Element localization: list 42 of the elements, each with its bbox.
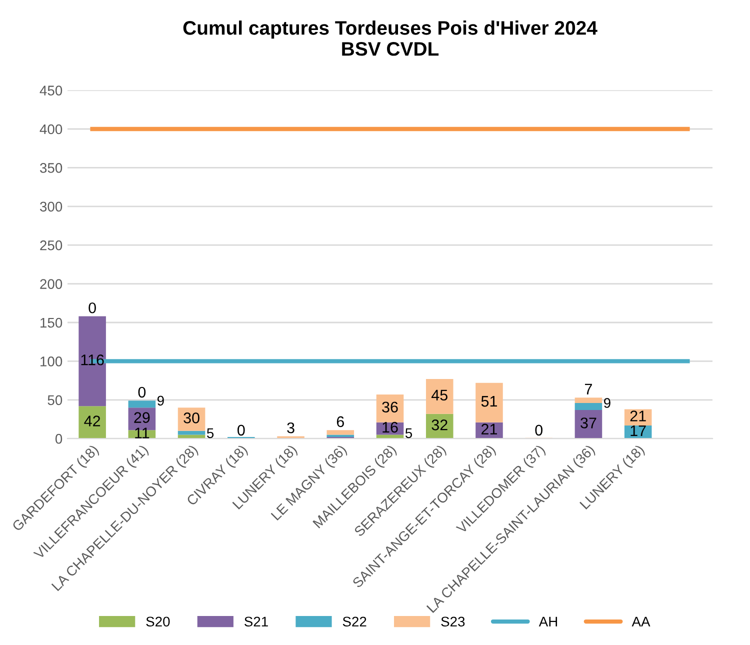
data-label: 3 bbox=[287, 422, 294, 434]
data-label: 21 bbox=[482, 424, 497, 434]
data-label: 9 bbox=[157, 396, 164, 406]
data-label: 45 bbox=[431, 390, 448, 401]
data-label: 0 bbox=[88, 302, 96, 314]
data-label: 5 bbox=[206, 428, 214, 438]
data-label: 17 bbox=[630, 425, 646, 436]
y-tick-label: 450 bbox=[40, 86, 62, 96]
y-tick-label: 400 bbox=[40, 124, 62, 134]
data-label: 0 bbox=[535, 424, 542, 436]
data-label: 9 bbox=[604, 398, 610, 408]
legend-label: AH bbox=[538, 616, 558, 626]
chart-title: Cumul captures Tordeuses Pois d'Hiver 2024 BSV CVDL bbox=[183, 20, 598, 56]
y-tick-label: 250 bbox=[40, 240, 62, 250]
data-label: 0 bbox=[238, 424, 245, 436]
data-label: 36 bbox=[382, 402, 398, 413]
data-label: 30 bbox=[184, 412, 200, 424]
data-label: 0 bbox=[138, 386, 146, 398]
data-label: 29 bbox=[134, 412, 150, 423]
y-tick-label: 350 bbox=[40, 163, 62, 173]
data-label: 32 bbox=[432, 420, 448, 430]
legend-label: S20 bbox=[146, 616, 170, 627]
y-tick-label: 100 bbox=[40, 356, 62, 366]
data-label: 6 bbox=[336, 416, 344, 428]
data-label: 21 bbox=[630, 410, 646, 422]
data-label: 7 bbox=[584, 384, 592, 394]
y-tick-label: 50 bbox=[48, 395, 62, 406]
y-tick-label: 200 bbox=[40, 279, 62, 289]
data-label: 11 bbox=[135, 428, 150, 438]
data-label: 5 bbox=[405, 428, 412, 438]
data-label: 42 bbox=[84, 416, 100, 426]
data-label: 116 bbox=[81, 354, 104, 366]
legend-label: S22 bbox=[342, 616, 366, 627]
legend-label: AA bbox=[632, 616, 650, 626]
y-tick-label: 150 bbox=[40, 318, 62, 328]
legend-label: S21 bbox=[244, 616, 268, 627]
y-tick-label: 300 bbox=[40, 202, 62, 212]
data-label: 37 bbox=[580, 418, 596, 428]
y-tick-label: 0 bbox=[55, 434, 62, 444]
data-label: 51 bbox=[481, 396, 497, 407]
legend-label: S23 bbox=[441, 616, 465, 627]
data-label: 16 bbox=[382, 422, 398, 433]
